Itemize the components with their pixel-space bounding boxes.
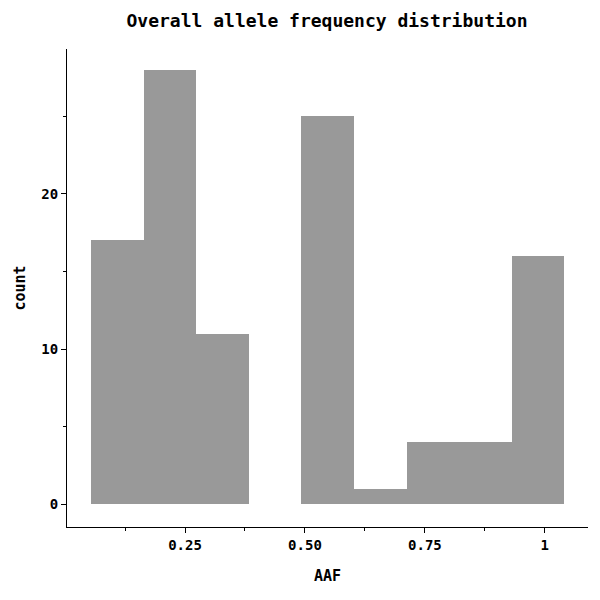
svg-text:0.50: 0.50 (288, 537, 322, 553)
svg-text:count: count (11, 265, 29, 310)
svg-text:20: 20 (41, 186, 58, 202)
svg-text:0: 0 (50, 496, 58, 512)
svg-text:10: 10 (41, 341, 58, 357)
svg-text:1: 1 (541, 537, 549, 553)
svg-text:AAF: AAF (314, 567, 341, 585)
svg-text:0.75: 0.75 (408, 537, 442, 553)
svg-text:Overall allele frequency distr: Overall allele frequency distribution (127, 10, 528, 31)
svg-text:0.25: 0.25 (168, 537, 202, 553)
